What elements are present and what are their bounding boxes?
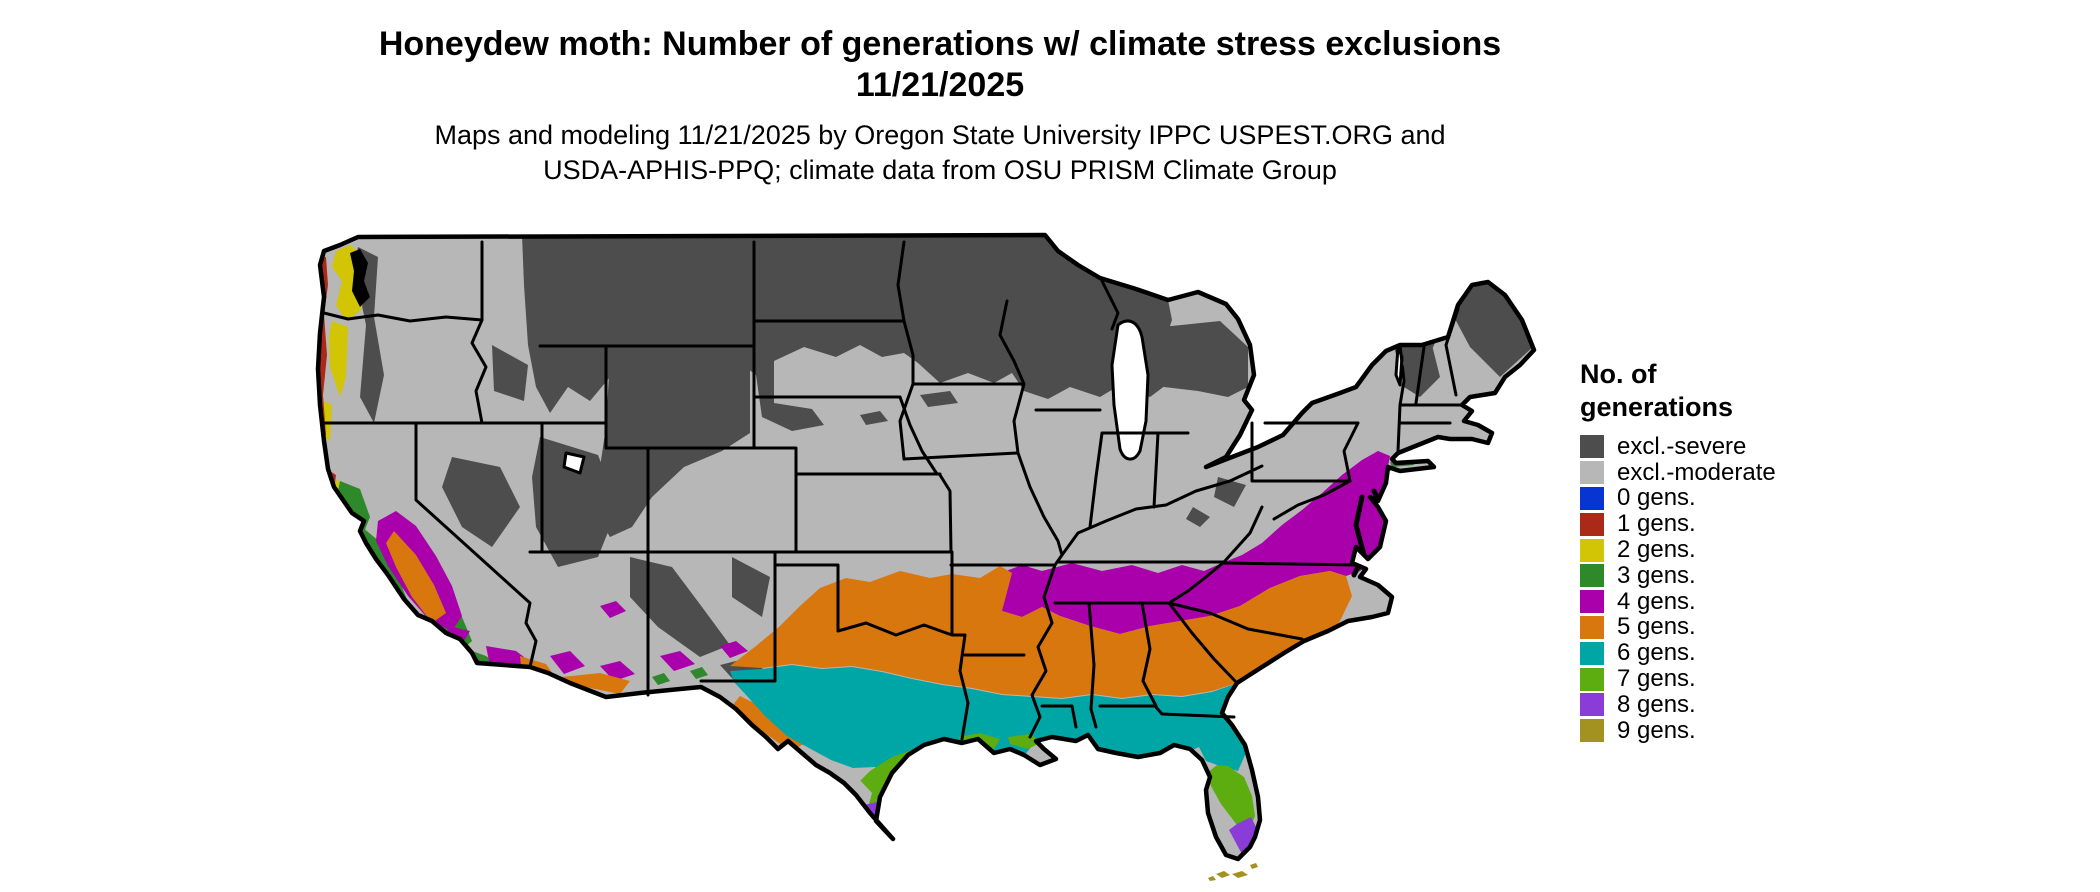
title-line2: 11/21/2025 xyxy=(855,66,1025,104)
region-6-gens xyxy=(730,665,1249,774)
legend-label: excl.-moderate xyxy=(1617,458,1776,486)
us-generations-map xyxy=(300,225,1560,885)
us-coastline-outline xyxy=(315,232,1537,862)
great-salt-lake xyxy=(562,451,586,475)
legend-label: 0 gens. xyxy=(1617,484,1696,512)
legend-item: 2 gens. xyxy=(1580,537,1910,563)
legend-item: 5 gens. xyxy=(1580,615,1910,641)
legend-label: 5 gens. xyxy=(1617,613,1696,641)
region-excl-severe xyxy=(354,235,1533,687)
region-9-gens xyxy=(1208,863,1258,881)
puget-sound-water xyxy=(350,249,370,307)
region-8-gens xyxy=(860,801,1258,856)
legend-swatch xyxy=(1580,719,1604,743)
legend-label: 3 gens. xyxy=(1617,561,1696,589)
legend-swatch xyxy=(1580,512,1604,536)
legend-title-line2: generations xyxy=(1580,392,1734,422)
lake-michigan xyxy=(1110,319,1150,461)
legend-label: 9 gens. xyxy=(1617,716,1696,744)
legend-item: 1 gens. xyxy=(1580,511,1910,537)
legend-swatch xyxy=(1580,667,1604,691)
legend-item: 8 gens. xyxy=(1580,692,1910,718)
legend-label: 6 gens. xyxy=(1617,639,1696,667)
legend-swatch xyxy=(1580,590,1604,614)
subtitle-line2: USDA-APHIS-PPQ; climate data from OSU PR… xyxy=(543,155,1337,185)
salton-sea-water xyxy=(525,669,531,677)
legend-item: excl.-moderate xyxy=(1580,460,1910,486)
map-title: Honeydew moth: Number of generations w/ … xyxy=(0,24,1880,106)
legend-swatch xyxy=(1580,564,1604,588)
legend-item: 0 gens. xyxy=(1580,486,1910,512)
title-line1: Honeydew moth: Number of generations w/ … xyxy=(378,25,1502,63)
legend-swatch xyxy=(1580,693,1604,717)
legend-label: 8 gens. xyxy=(1617,690,1696,718)
legend-label: excl.-severe xyxy=(1617,432,1747,460)
legend-swatch xyxy=(1580,435,1604,459)
legend-rows: excl.-severe excl.-moderate 0 gens. 1 ge… xyxy=(1580,434,1910,744)
legend-item: 4 gens. xyxy=(1580,589,1910,615)
legend-label: 2 gens. xyxy=(1617,536,1696,564)
state-borders xyxy=(321,240,1464,741)
legend-item: 3 gens. xyxy=(1580,563,1910,589)
legend-item: excl.-severe xyxy=(1580,434,1910,460)
legend-item: 7 gens. xyxy=(1580,666,1910,692)
legend-item: 9 gens. xyxy=(1580,718,1910,744)
us-map-svg xyxy=(315,232,1537,881)
legend-label: 7 gens. xyxy=(1617,665,1696,693)
legend: No. of generations excl.-severe excl.-mo… xyxy=(1580,358,1910,744)
legend-swatch xyxy=(1580,615,1604,639)
subtitle-line1: Maps and modeling 11/21/2025 by Oregon S… xyxy=(434,120,1446,150)
legend-label: 4 gens. xyxy=(1617,587,1696,615)
legend-swatch xyxy=(1580,461,1604,485)
legend-label: 1 gens. xyxy=(1617,510,1696,538)
legend-swatch xyxy=(1580,538,1604,562)
legend-title-line1: No. of xyxy=(1580,359,1657,389)
legend-item: 6 gens. xyxy=(1580,640,1910,666)
map-subtitle: Maps and modeling 11/21/2025 by Oregon S… xyxy=(30,118,1850,188)
legend-swatch xyxy=(1580,486,1604,510)
legend-swatch xyxy=(1580,641,1604,665)
